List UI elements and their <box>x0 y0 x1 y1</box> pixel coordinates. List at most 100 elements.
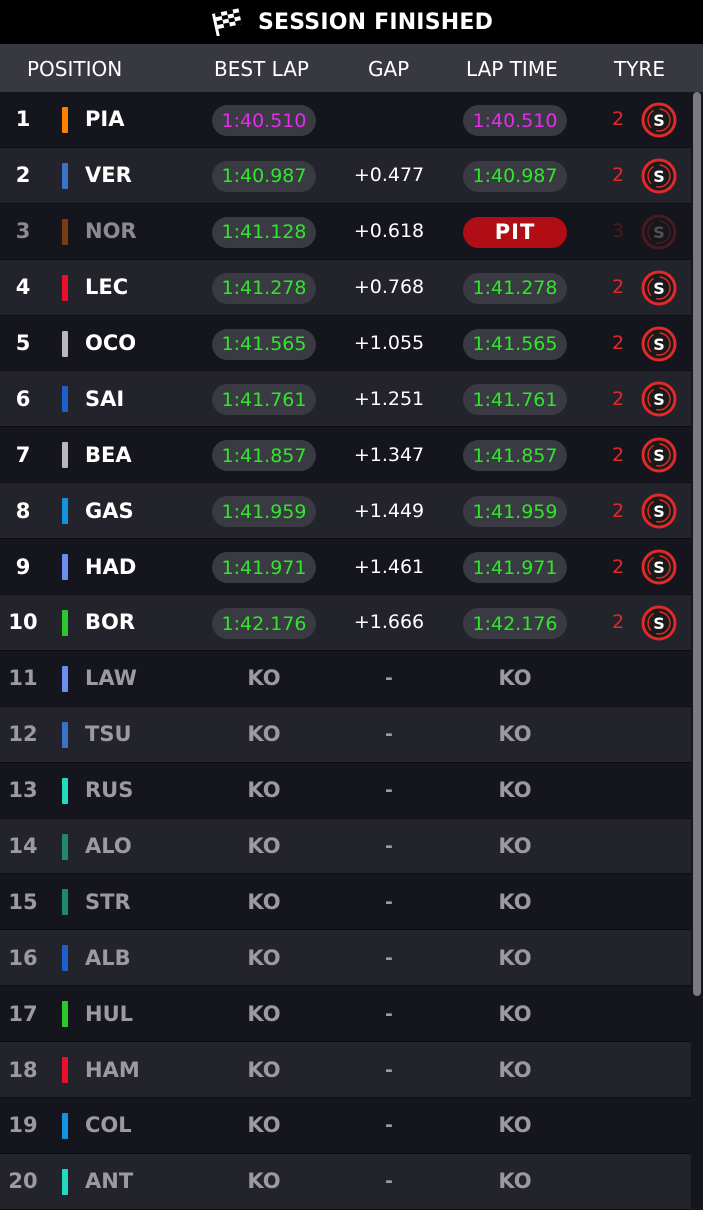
table-row[interactable]: 17 HUL KO - KO <box>0 986 691 1043</box>
svg-text:S: S <box>653 614 665 633</box>
soft-tyre-icon: S <box>641 270 677 306</box>
lap-time-value: KO <box>498 1169 532 1194</box>
team-color-bar <box>62 107 68 133</box>
driver-code[interactable]: HAM <box>85 1057 140 1082</box>
table-row[interactable]: 3 NOR 1:41.128 +0.618 PIT 3 S <box>0 203 691 260</box>
tyre-age: 2 <box>612 164 625 187</box>
lap-time-pill: 1:41.857 <box>463 440 567 472</box>
gap-value: - <box>385 890 393 913</box>
lap-time-value: KO <box>498 889 532 914</box>
driver-code[interactable]: STR <box>85 889 131 914</box>
best-lap-value: KO <box>247 889 281 914</box>
position-number: 13 <box>8 778 38 803</box>
col-position[interactable]: POSITION <box>27 57 123 81</box>
table-row[interactable]: 12 TSU KO - KO <box>0 706 691 763</box>
lap-time-pill: 1:40.510 <box>463 105 567 136</box>
table-row[interactable]: 19 COL KO - KO <box>0 1098 691 1154</box>
best-lap-value: KO <box>247 1169 281 1194</box>
soft-tyre-icon: S <box>641 102 677 138</box>
gap-value: +1.449 <box>353 499 425 522</box>
svg-text:S: S <box>653 279 665 298</box>
table-row[interactable]: 8 GAS 1:41.959 +1.449 1:41.959 2 S <box>0 483 691 540</box>
driver-code[interactable]: RUS <box>85 778 134 803</box>
scrollbar[interactable] <box>693 92 701 996</box>
position-number: 4 <box>15 275 31 300</box>
driver-code[interactable]: PIA <box>85 107 125 132</box>
col-lap-time[interactable]: LAP TIME <box>466 57 558 81</box>
position-number: 20 <box>8 1169 38 1194</box>
lap-time-value: KO <box>498 722 532 747</box>
best-lap-value: KO <box>247 1057 281 1082</box>
best-lap-pill: 1:40.987 <box>212 160 316 192</box>
gap-value: +1.461 <box>353 555 425 578</box>
team-color-bar <box>62 945 68 972</box>
svg-text:S: S <box>653 167 665 186</box>
col-tyre[interactable]: TYRE <box>614 57 665 81</box>
driver-code[interactable]: LAW <box>85 666 137 691</box>
position-number: 11 <box>8 666 38 691</box>
driver-code[interactable]: BEA <box>85 442 132 467</box>
session-status-bar: SESSION FINISHED <box>0 0 703 44</box>
table-row[interactable]: 13 RUS KO - KO <box>0 762 691 819</box>
lap-time-value: KO <box>498 1113 532 1138</box>
checkered-flag-icon <box>211 8 242 36</box>
table-row[interactable]: 14 ALO KO - KO <box>0 818 691 875</box>
position-number: 8 <box>15 498 31 523</box>
svg-text:S: S <box>653 446 665 465</box>
driver-code[interactable]: ALB <box>85 945 131 970</box>
table-row[interactable]: 15 STR KO - KO <box>0 874 691 931</box>
svg-text:S: S <box>653 558 665 577</box>
position-number: 6 <box>15 386 31 411</box>
driver-code[interactable]: ANT <box>85 1169 134 1194</box>
col-gap[interactable]: GAP <box>368 57 410 81</box>
tyre-age: 2 <box>612 387 625 410</box>
table-row[interactable]: 16 ALB KO - KO <box>0 930 691 987</box>
team-color-bar <box>62 554 68 581</box>
best-lap-pill: 1:40.510 <box>212 105 316 136</box>
team-color-bar <box>62 162 68 189</box>
driver-code[interactable]: LEC <box>85 275 129 300</box>
table-row[interactable]: 18 HAM KO - KO <box>0 1042 691 1099</box>
table-row[interactable]: 1 PIA 1:40.510 1:40.510 2 S <box>0 92 691 148</box>
table-row[interactable]: 9 HAD 1:41.971 +1.461 1:41.971 2 S <box>0 539 691 596</box>
driver-code[interactable]: VER <box>85 163 132 188</box>
driver-code[interactable]: COL <box>85 1113 132 1138</box>
driver-code[interactable]: HAD <box>85 554 137 579</box>
lap-time-pill: 1:41.971 <box>463 552 567 584</box>
soft-tyre-icon: S <box>641 214 677 250</box>
driver-code[interactable]: TSU <box>85 722 132 747</box>
tyre-age: 2 <box>612 555 625 578</box>
gap-value: +0.477 <box>353 164 425 187</box>
gap-value: - <box>385 1114 393 1137</box>
table-row[interactable]: 5 OCO 1:41.565 +1.055 1:41.565 2 S <box>0 315 691 372</box>
soft-tyre-icon: S <box>641 158 677 194</box>
gap-value <box>340 92 438 147</box>
tyre-age: 2 <box>612 332 625 354</box>
lap-time-pill: 1:41.959 <box>463 496 567 528</box>
driver-code[interactable]: NOR <box>85 219 137 244</box>
lap-time-pill: 1:40.987 <box>463 160 567 192</box>
lap-time-value: KO <box>498 778 532 803</box>
driver-code[interactable]: OCO <box>85 331 137 355</box>
svg-text:S: S <box>653 335 665 354</box>
table-row[interactable]: 10 BOR 1:42.176 +1.666 1:42.176 2 S <box>0 595 691 651</box>
driver-code[interactable]: BOR <box>85 610 136 635</box>
table-row[interactable]: 20 ANT KO - KO <box>0 1153 691 1210</box>
soft-tyre-icon: S <box>641 549 677 585</box>
table-row[interactable]: 2 VER 1:40.987 +0.477 1:40.987 2 S <box>0 147 691 204</box>
gap-value: - <box>385 835 393 858</box>
driver-code[interactable]: ALO <box>85 834 132 859</box>
table-row[interactable]: 6 SAI 1:41.761 +1.251 1:41.761 2 S <box>0 371 691 428</box>
session-title: SESSION FINISHED <box>257 9 494 35</box>
table-row[interactable]: 7 BEA 1:41.857 +1.347 1:41.857 2 S <box>0 427 691 484</box>
col-best-lap[interactable]: BEST LAP <box>214 57 309 81</box>
table-row[interactable]: 4 LEC 1:41.278 +0.768 1:41.278 2 S <box>0 259 691 316</box>
driver-code[interactable]: GAS <box>85 498 134 523</box>
driver-code[interactable]: SAI <box>85 386 125 411</box>
soft-tyre-icon: S <box>641 326 677 362</box>
table-row[interactable]: 11 LAW KO - KO <box>0 650 691 707</box>
soft-tyre-icon: S <box>641 605 677 641</box>
driver-code[interactable]: HUL <box>85 1001 134 1026</box>
soft-tyre-icon: S <box>641 381 677 417</box>
team-color-bar <box>62 386 68 413</box>
